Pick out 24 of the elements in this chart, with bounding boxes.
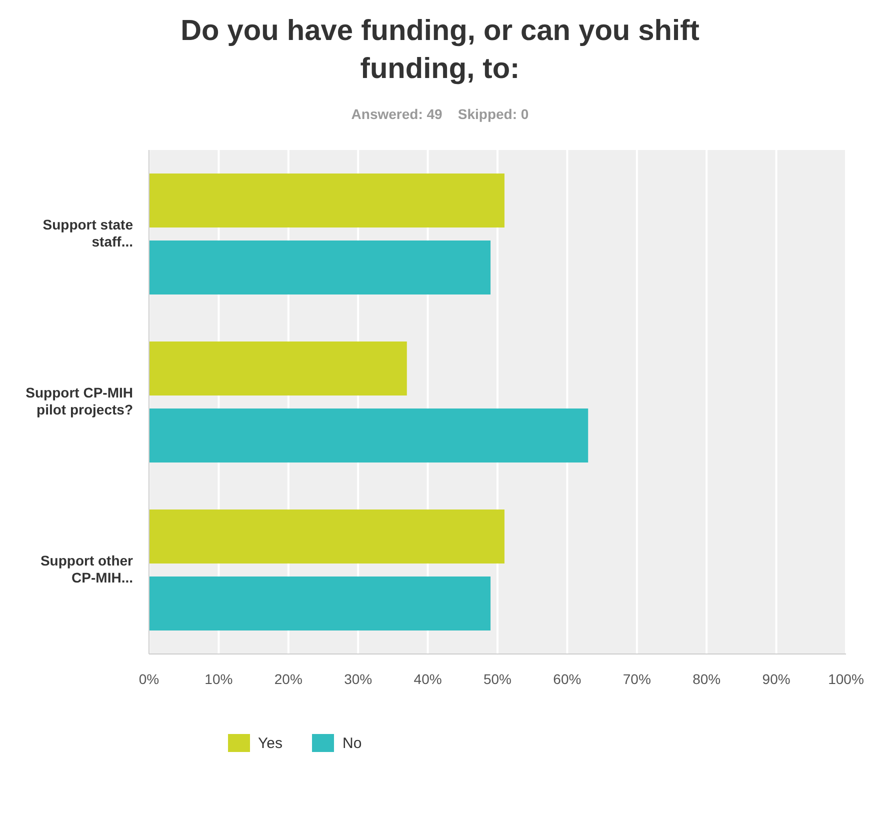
x-tick-label: 20% [274,670,302,687]
legend-label: No [342,734,362,752]
x-tick-label: 50% [483,670,512,687]
x-tick-label: 60% [553,670,582,687]
y-tick-label: Support CP-MIH pilot projects? [26,384,133,418]
y-tick-label: Support other CP-MIH... [40,552,134,586]
bar [149,510,504,564]
x-tick-label: 10% [204,670,233,687]
x-tick-label: 100% [828,670,864,687]
x-tick-label: 70% [622,670,651,687]
x-tick-label: 90% [762,670,790,687]
bar [149,342,407,396]
chart-title: Do you have funding, or can you shift funding, to: [180,14,700,87]
bar [149,408,588,463]
chart-subtitle: Answered: 49 Skipped: 0 [350,106,530,122]
bar [149,174,504,228]
legend-label: Yes [258,734,282,752]
bar [149,576,491,631]
bar [149,240,491,295]
x-tick-label: 80% [692,670,721,687]
x-tick-label: 30% [344,670,372,687]
x-tick-label: 0% [138,670,160,687]
x-tick-label: 40% [414,670,442,687]
y-tick-label: Support state staff... [42,216,134,250]
